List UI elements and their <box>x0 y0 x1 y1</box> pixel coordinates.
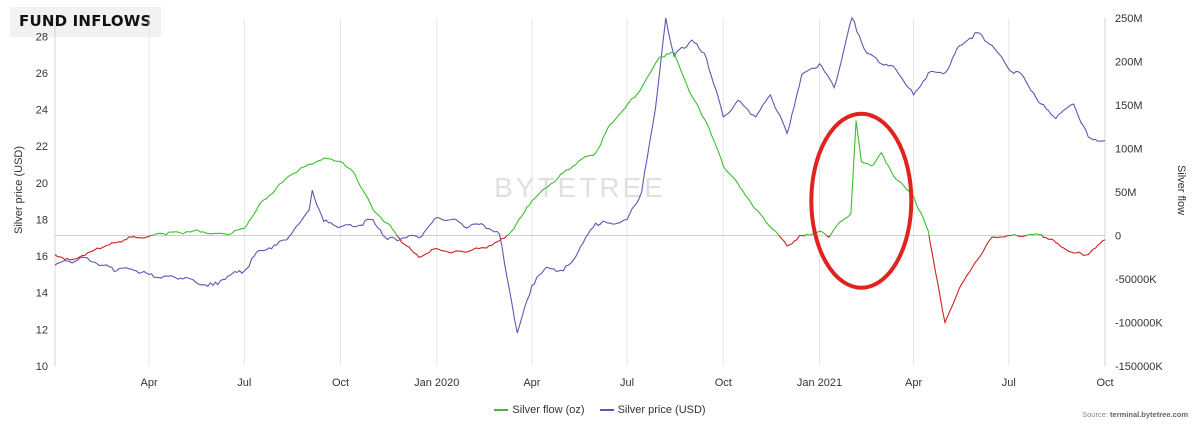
watermark: BYTETREE <box>494 172 666 203</box>
legend-swatch-price <box>599 409 614 411</box>
x-tick-label: Apr <box>523 377 540 389</box>
legend-label-price: Silver price (USD) <box>617 404 706 416</box>
y-left-tick-label: 12 <box>36 324 48 336</box>
source-credit: Source: terminal.bytetree.com <box>1082 410 1188 419</box>
y-right-tick-label: 250M <box>1115 13 1143 25</box>
x-tick-label: Oct <box>332 377 349 389</box>
series-line-silver-flow-positive <box>829 120 930 236</box>
series-line-silver-flow-negative <box>778 234 802 247</box>
chart-legend: Silver flow (oz) Silver price (USD) <box>0 402 1200 416</box>
y-left-tick-label: 24 <box>36 105 48 117</box>
x-tick-label: Jul <box>620 377 634 389</box>
series-line-silver-flow-negative <box>54 235 151 261</box>
y-left-tick-label: 10 <box>36 361 48 373</box>
series-line-silver-flow-negative <box>396 235 508 258</box>
series-line-silver-flow-negative <box>928 234 1009 325</box>
series-line-silver-flow-negative <box>1016 234 1026 237</box>
y-right-tick-label: 50M <box>1115 187 1136 199</box>
y-right-tick-label: 150M <box>1115 100 1143 112</box>
x-tick-label: Jan 2020 <box>414 377 459 389</box>
legend-item-flow[interactable]: Silver flow (oz) <box>494 404 585 416</box>
series-line-silver-price <box>54 16 1106 334</box>
x-tick-label: Jul <box>1002 377 1016 389</box>
y-left-axis-title: Silver price (USD) <box>13 146 25 234</box>
y-left-tick-label: 14 <box>36 288 48 300</box>
legend-item-price[interactable]: Silver price (USD) <box>599 404 706 416</box>
chart-title-box: FUND INFLOWS <box>10 7 161 37</box>
y-left-tick-label: 16 <box>36 251 48 263</box>
series-line-silver-flow-positive <box>506 51 780 236</box>
y-left-tick-label: 28 <box>36 31 48 43</box>
y-left-tick-label: 26 <box>36 68 48 80</box>
x-tick-label: Oct <box>715 377 732 389</box>
x-tick-label: Jul <box>237 377 251 389</box>
series-line-silver-flow-negative <box>826 235 831 238</box>
series-line-silver-flow-negative <box>1041 235 1106 256</box>
y-left-tick-label: 18 <box>36 214 48 226</box>
y-right-tick-label: 100M <box>1115 144 1143 156</box>
y-right-tick-label: 200M <box>1115 57 1143 69</box>
x-tick-label: Jan 2021 <box>797 377 842 389</box>
chart-title: FUND INFLOWS <box>19 12 152 30</box>
highlight-ellipse <box>809 111 914 290</box>
source-label: Source: <box>1082 410 1108 419</box>
y-left-tick-label: 22 <box>36 141 48 153</box>
legend-label-flow: Silver flow (oz) <box>512 404 585 416</box>
y-right-tick-label: 0 <box>1115 231 1121 243</box>
y-right-tick-label: -50000K <box>1115 274 1157 286</box>
series-line-silver-flow-positive <box>1025 233 1043 236</box>
y-right-tick-label: -150000K <box>1115 361 1163 373</box>
legend-swatch-flow <box>494 409 509 411</box>
x-tick-label: Apr <box>905 377 922 389</box>
series-line-silver-flow-positive <box>150 157 398 236</box>
y-right-axis-title: Silver flow <box>1175 165 1187 215</box>
x-tick-label: Apr <box>141 377 158 389</box>
source-link[interactable]: terminal.bytetree.com <box>1110 410 1188 419</box>
x-tick-label: Oct <box>1096 377 1113 389</box>
y-right-tick-label: -100000K <box>1115 318 1163 330</box>
y-left-tick-label: 20 <box>36 178 48 190</box>
series-line-silver-flow-positive <box>1011 234 1018 237</box>
